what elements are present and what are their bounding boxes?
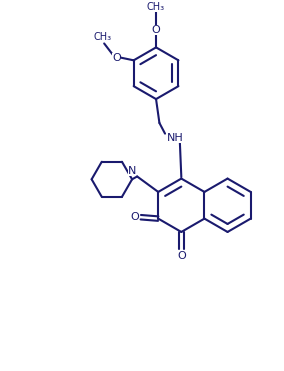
Text: O: O bbox=[152, 25, 160, 35]
Text: CH₃: CH₃ bbox=[147, 2, 165, 12]
Text: O: O bbox=[112, 53, 121, 62]
Text: O: O bbox=[130, 212, 139, 222]
Text: CH₃: CH₃ bbox=[94, 32, 112, 42]
Text: N: N bbox=[128, 167, 136, 177]
Text: NH: NH bbox=[166, 134, 183, 144]
Text: O: O bbox=[177, 250, 186, 260]
